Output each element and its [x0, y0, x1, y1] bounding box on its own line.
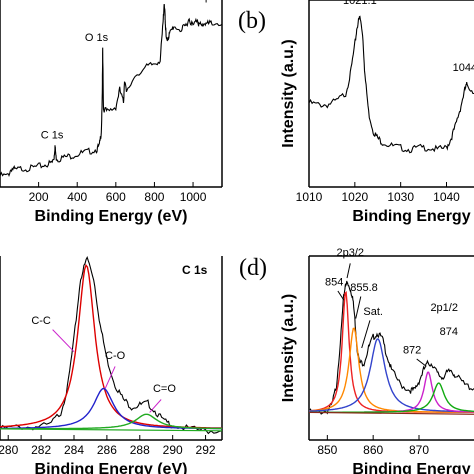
fit-component-855.8 [309, 327, 474, 413]
x-tick-label: 288 [130, 443, 150, 457]
leader-line-sat [361, 320, 371, 349]
peak-annotation: 2p3/2 [336, 247, 364, 259]
peak-annotation: 874 [440, 326, 458, 338]
peak-annotation: 1044 [453, 62, 474, 74]
x-tick-label: 1030 [387, 190, 414, 204]
leader-line-855-8 [355, 296, 362, 319]
x-tick-label: 600 [106, 190, 126, 204]
x-tick-label: 850 [317, 443, 337, 457]
x-axis-label: Binding Energy (eV) [35, 208, 188, 225]
x-tick-label: 800 [144, 190, 164, 204]
panel-c-c1s: 280 282 284 286 288 290 292 Binding Energy (eV)… [0, 256, 223, 474]
x-tick-label: 400 [67, 190, 87, 204]
plot-area [0, 256, 222, 435]
peak-annotation: 2p1/2 [430, 302, 458, 314]
peak-annotation: Zn 2p [183, 0, 211, 3]
panel-label-b: (b) [238, 8, 266, 34]
fit-component-C-C [0, 263, 222, 429]
panel-b-zn2p: 1010 1020 1030 1040 Binding Energy Intensity … [280, 0, 474, 225]
x-tick-label: 860 [363, 443, 383, 457]
series-line-raw [309, 280, 474, 415]
leader-line-2p32 [346, 263, 351, 279]
series-line-raw [0, 256, 222, 435]
peak-annotation: 855.8 [350, 282, 378, 294]
x-tick-label: 290 [163, 443, 183, 457]
x-tick-label: 292 [196, 443, 216, 457]
leader-line-872 [416, 358, 427, 367]
x-tick-label: 1040 [433, 190, 460, 204]
leader-line-c-eq-o [149, 399, 162, 413]
fit-component-Sat. [309, 338, 474, 413]
series-line-spectrum [309, 15, 474, 154]
peak-annotation: C-O [105, 350, 126, 362]
peak-annotation: Sat. [363, 306, 383, 318]
fit-baseline [0, 428, 222, 432]
x-tick-label: 284 [64, 443, 84, 457]
chart-title: C 1s [182, 263, 208, 277]
x-axis-label: Binding Energy [352, 208, 470, 225]
leader-line-c-c [52, 329, 75, 353]
x-tick-label: 286 [97, 443, 117, 457]
x-tick-label: 280 [0, 443, 19, 457]
x-tick-label: 200 [29, 190, 49, 204]
fit-baseline [309, 411, 474, 415]
leader-line-854 [337, 290, 345, 301]
plot-area [0, 4, 222, 178]
x-axis-label: Binding Energy [352, 461, 470, 474]
plot-area [309, 15, 474, 154]
x-tick-label: 1000 [180, 190, 207, 204]
peak-annotation: O 1s [85, 32, 109, 44]
x-tick-label: 870 [409, 443, 429, 457]
x-tick-label: 1010 [296, 190, 323, 204]
peak-annotation: 1021.1 [343, 0, 377, 7]
y-axis-label: Intensity (a.u.) [280, 294, 297, 402]
peak-annotation: 872 [403, 345, 421, 357]
peak-annotation: 854 [325, 276, 343, 288]
peak-annotation: C-C [31, 315, 51, 327]
peak-annotation: C=O [153, 383, 176, 395]
series-line-spectrum [0, 4, 222, 178]
x-tick-label: 282 [31, 443, 51, 457]
x-tick-label: 1020 [341, 190, 368, 204]
x-axis-label: Binding Energy (eV) [35, 461, 188, 474]
panel-d-ni2p: 850 860 870 Binding Energy Intensity (a.u.) 2… [280, 247, 474, 474]
fit-component-874 [309, 382, 474, 413]
plot-area [309, 280, 474, 415]
y-axis-label: Intensity (a.u.) [280, 39, 297, 147]
peak-annotation: C 1s [41, 129, 64, 141]
panel-label-d: (d) [239, 255, 267, 281]
leader-line-c-o [104, 366, 116, 389]
